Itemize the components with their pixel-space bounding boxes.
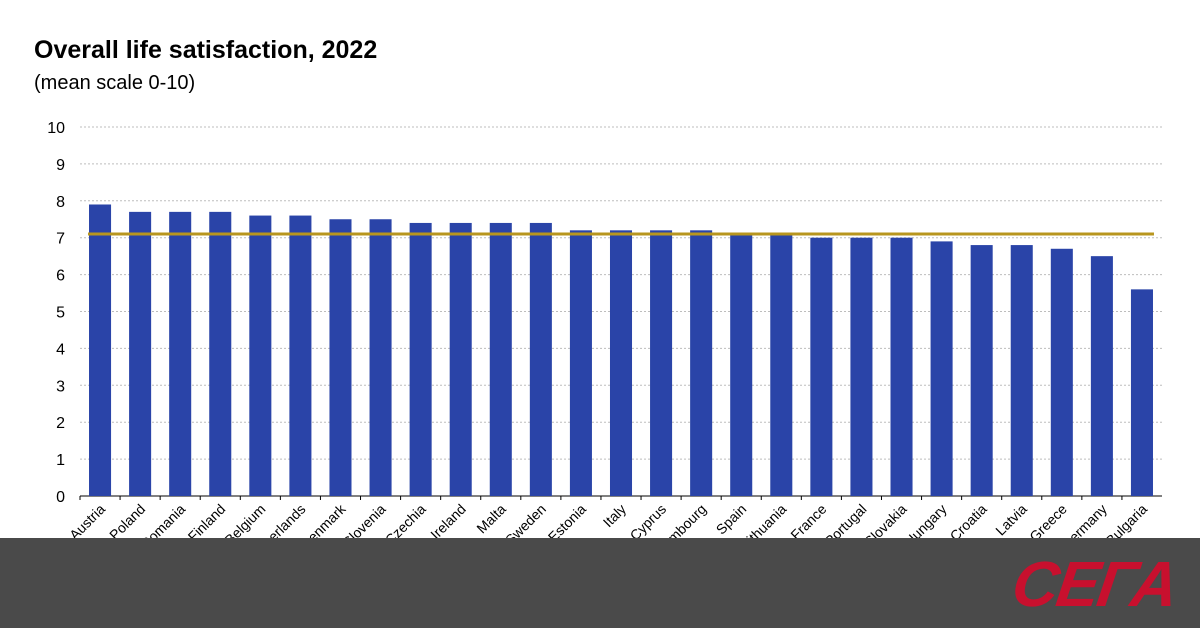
bar-latvia (1010, 245, 1033, 496)
y-tick-label: 7 (56, 231, 65, 248)
bar-slovakia (890, 237, 913, 496)
sega-logo: СЕГА (1007, 548, 1182, 620)
y-tick-label: 5 (56, 305, 65, 322)
y-tick-label: 6 (56, 268, 65, 285)
bar-netherlands (289, 215, 312, 496)
y-tick-label: 10 (47, 120, 65, 137)
x-tick-label: Ireland (427, 501, 469, 543)
bar-france (810, 237, 833, 496)
bar-austria (89, 204, 112, 497)
bar-denmark (329, 219, 352, 496)
y-tick-label: 0 (56, 489, 65, 506)
x-tick-label: Spain (713, 501, 750, 538)
bar-malta (489, 222, 512, 496)
bar-lithuania (770, 234, 793, 496)
x-tick-label: Italy (600, 501, 629, 530)
bar-belgium (249, 215, 272, 496)
bar-sweden (529, 222, 552, 496)
bar-hungary (930, 241, 953, 496)
bar-portugal (850, 237, 873, 496)
y-tick-label: 3 (56, 378, 65, 395)
y-tick-label: 2 (56, 415, 65, 432)
bar-estonia (569, 230, 592, 496)
y-tick-label: 8 (56, 194, 65, 211)
y-tick-label: 9 (56, 157, 65, 174)
bar-bulgaria (1130, 289, 1153, 496)
bar-cyprus (650, 230, 673, 496)
bar-greece (1050, 248, 1073, 496)
bar-germany (1090, 256, 1113, 496)
bar-luxembourg (690, 230, 713, 496)
bar-slovenia (369, 219, 392, 496)
bar-italy (609, 230, 633, 496)
x-tick-label: Malta (473, 501, 509, 537)
chart-title: Overall life satisfaction, 2022 (34, 36, 378, 64)
bar-poland (129, 211, 152, 496)
chart-subtitle: (mean scale 0-10) (34, 72, 196, 94)
y-tick-label: 1 (56, 452, 65, 469)
bar-finland (209, 211, 232, 496)
x-tick-label: Latvia (992, 501, 1030, 539)
bar-ireland (449, 222, 472, 496)
bar-czechia (409, 222, 432, 496)
bar-romania (169, 211, 192, 496)
footer-band (0, 538, 1200, 628)
y-tick-label: 4 (56, 341, 65, 358)
bar-spain (730, 234, 753, 496)
bar-croatia (970, 245, 993, 496)
x-tick-label: Austria (66, 501, 108, 543)
